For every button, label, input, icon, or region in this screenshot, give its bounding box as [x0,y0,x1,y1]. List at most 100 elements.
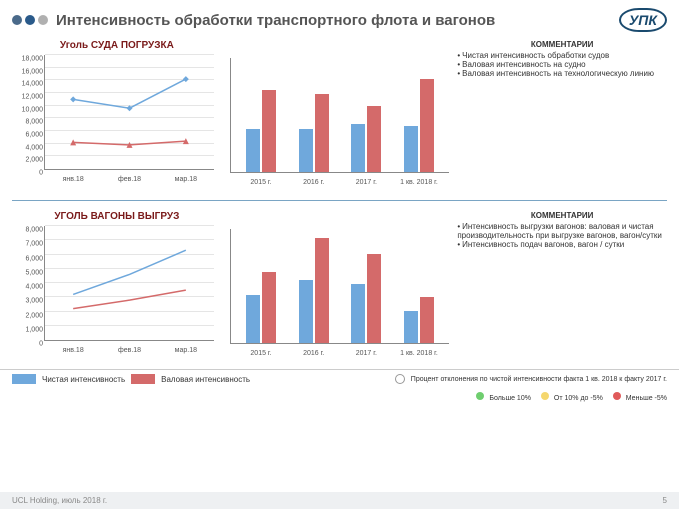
y-tick: 2,000 [13,312,43,319]
y-tick: 1,000 [13,326,43,333]
y-tick: 0 [13,341,43,348]
chart-title: Уголь СУДА ПОГРУЗКА [12,40,222,51]
x-tick: 2017 г. [356,179,377,186]
band-label: От 10% до -5% [552,395,603,402]
comment-item: Интенсивность выгрузки вагонов: валовая … [457,222,667,240]
y-tick: 4,000 [13,144,43,151]
series-line [73,290,186,309]
band-dot-icon [476,392,484,400]
y-tick: 10,000 [13,106,43,113]
comment-item: Валовая интенсивность на технологическую… [457,69,667,78]
y-tick: 8,000 [13,119,43,126]
legend-deviation: Процент отклонения по чистой интенсивнос… [411,376,667,383]
x-tick: мар.18 [175,176,197,183]
bar [262,90,276,172]
y-tick: 8,000 [13,227,43,234]
footer: UCL Holding, июль 2018 г. 5 [0,492,679,509]
header-dots [12,15,48,25]
page-title: Интенсивность обработки транспортного фл… [56,12,619,29]
bar-group: 2015 г. [246,272,276,343]
bar-group: 2017 г. [351,254,381,343]
dot-icon [25,15,35,25]
bars-area: 2015 г. 2016 г. 2017 г. 1 кв. 2018 г. [231,229,450,343]
bar-group: 2017 г. [351,106,381,172]
y-tick: 12,000 [13,94,43,101]
bar [315,238,329,343]
circle-icon [395,374,405,384]
series-line [73,250,186,294]
legend-bands: Больше 10% От 10% до -5% Меньше -5% [0,392,679,406]
chart-coal-wagons-unload: УГОЛЬ ВАГОНЫ ВЫГРУЗ 0 1,000 2,000 3,000 4,00… [12,211,222,361]
x-tick: 2016 г. [303,350,324,357]
band-label: Больше 10% [487,395,530,402]
logo: УПК [619,8,667,32]
x-tick: мар.18 [175,347,197,354]
marker-icon [183,76,189,82]
comments-title: КОММЕНТАРИИ [457,211,667,220]
bar [246,129,260,172]
y-tick: 16,000 [13,68,43,75]
series-line [73,79,186,108]
bar-group: 2016 г. [299,238,329,343]
bar [262,272,276,343]
bar-group: 1 кв. 2018 г. [404,297,434,343]
x-tick: 2016 г. [303,179,324,186]
marker-icon [127,105,133,111]
row-1: Уголь СУДА ПОГРУЗКА 02,0004,0006,0008,00… [0,36,679,194]
x-tick: янв.18 [63,176,84,183]
bar [404,126,418,172]
band-dot-icon [541,392,549,400]
bar [315,94,329,172]
x-tick: янв.18 [63,347,84,354]
header: Интенсивность обработки транспортного фл… [0,0,679,36]
bar [246,295,260,343]
x-tick: фев.18 [118,176,141,183]
bar [299,129,313,172]
y-tick: 4,000 [13,284,43,291]
bar [367,254,381,343]
legend-label: Чистая интенсивность [42,375,125,384]
chart-bars-1: 2015 г. 2016 г. 2017 г. 1 кв. 2018 г. [230,40,450,190]
y-tick: 2,000 [13,157,43,164]
y-tick: 7,000 [13,241,43,248]
footer-left: UCL Holding, июль 2018 г. [12,496,107,505]
chart-coal-ships-loading: Уголь СУДА ПОГРУЗКА 02,0004,0006,0008,00… [12,40,222,190]
y-tick: 18,000 [13,56,43,63]
y-tick: 6,000 [13,255,43,262]
comment-item: Валовая интенсивность на судно [457,60,667,69]
bar [367,106,381,172]
legend-label: Валовая интенсивность [161,375,250,384]
y-tick: 14,000 [13,81,43,88]
divider [12,200,667,201]
dot-icon [12,15,22,25]
x-tick: 1 кв. 2018 г. [400,179,438,186]
x-tick: 2017 г. [356,350,377,357]
legend: Чистая интенсивность Валовая интенсивнос… [0,369,679,388]
comment-item: Чистая интенсивность обработки судов [457,51,667,60]
bar [420,79,434,172]
bar [299,280,313,343]
marker-icon [70,96,76,102]
bar [404,311,418,343]
x-tick: фев.18 [118,347,141,354]
bar-group: 2015 г. [246,90,276,172]
x-tick: 2015 г. [250,179,271,186]
legend-swatch-clean [12,374,36,384]
dot-icon [38,15,48,25]
bars-area: 2015 г.2016 г.2017 г.1 кв. 2018 г. [231,58,450,172]
bar [351,124,365,172]
y-tick: 6,000 [13,132,43,139]
x-tick: 1 кв. 2018 г. [400,350,438,357]
chart-title: УГОЛЬ ВАГОНЫ ВЫГРУЗ [12,211,222,222]
band-dot-icon [613,392,621,400]
band-label: Меньше -5% [624,395,667,402]
y-tick: 5,000 [13,269,43,276]
bar [420,297,434,343]
legend-swatch-gross [131,374,155,384]
y-tick: 3,000 [13,298,43,305]
x-tick: 2015 г. [250,350,271,357]
bar-group: 2016 г. [299,94,329,172]
chart-bars-2: 2015 г. 2016 г. 2017 г. 1 кв. 2018 г. [230,211,450,361]
comment-item: Интенсивность подач вагонов, вагон / сут… [457,240,667,249]
page-number: 5 [663,496,667,505]
